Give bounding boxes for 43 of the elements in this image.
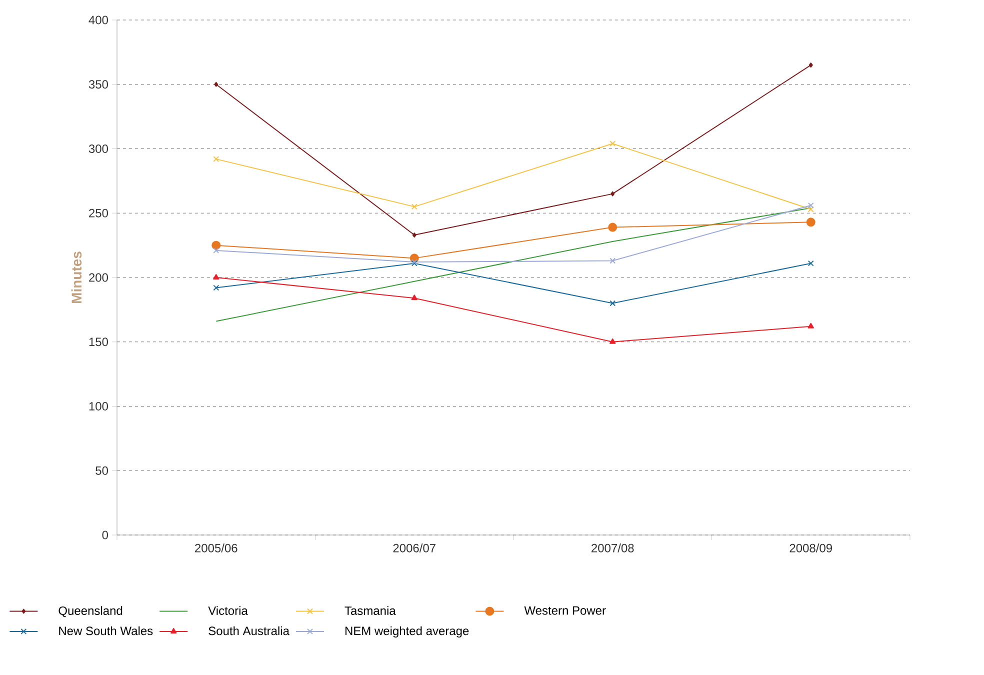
point: [808, 322, 814, 328]
point: [610, 191, 615, 196]
legend-label: South Australia: [208, 626, 290, 636]
legend-label: Tasmania: [344, 606, 396, 615]
point: [411, 204, 418, 210]
point: [808, 206, 814, 212]
legend-label: New South Wales: [59, 626, 153, 636]
legend-label: Victoria: [208, 606, 248, 615]
y-tick-label: 200: [89, 273, 108, 282]
y-tick-label: 300: [88, 144, 108, 153]
point: [808, 202, 814, 208]
y-tick-label: 350: [88, 80, 108, 89]
point: [610, 140, 616, 147]
y-tick-label: 150: [89, 338, 108, 346]
y-tick-label: 50: [96, 466, 108, 475]
x-tick-label: 2006/07: [393, 544, 436, 552]
point: [808, 260, 814, 266]
point: [806, 218, 816, 227]
x-tick-label: 2007/08: [592, 544, 634, 552]
point: [610, 338, 616, 344]
x-tick-label: 2008/09: [790, 544, 832, 552]
y-tick-label: 100: [89, 402, 108, 410]
point: [213, 156, 220, 162]
legend-label: Queensland: [58, 606, 122, 618]
legend-label: Western Power: [524, 606, 606, 615]
point: [608, 222, 618, 232]
point: [610, 258, 616, 264]
point: [212, 240, 221, 250]
point: [213, 284, 220, 291]
point: [610, 300, 616, 306]
point: [412, 232, 416, 238]
point: [411, 294, 418, 300]
x-tick-label: 2005/06: [195, 544, 238, 552]
y-tick-label: 400: [88, 16, 108, 24]
legend-label: NEM weighted average: [345, 626, 469, 638]
line-series: [216, 207, 812, 322]
point: [214, 82, 218, 87]
point: [213, 274, 220, 280]
y-tick-label: 0: [102, 530, 108, 540]
y-axis-title: Minutes: [71, 252, 82, 304]
point: [213, 247, 220, 254]
point: [808, 62, 813, 68]
y-tick-label: 250: [89, 208, 108, 218]
